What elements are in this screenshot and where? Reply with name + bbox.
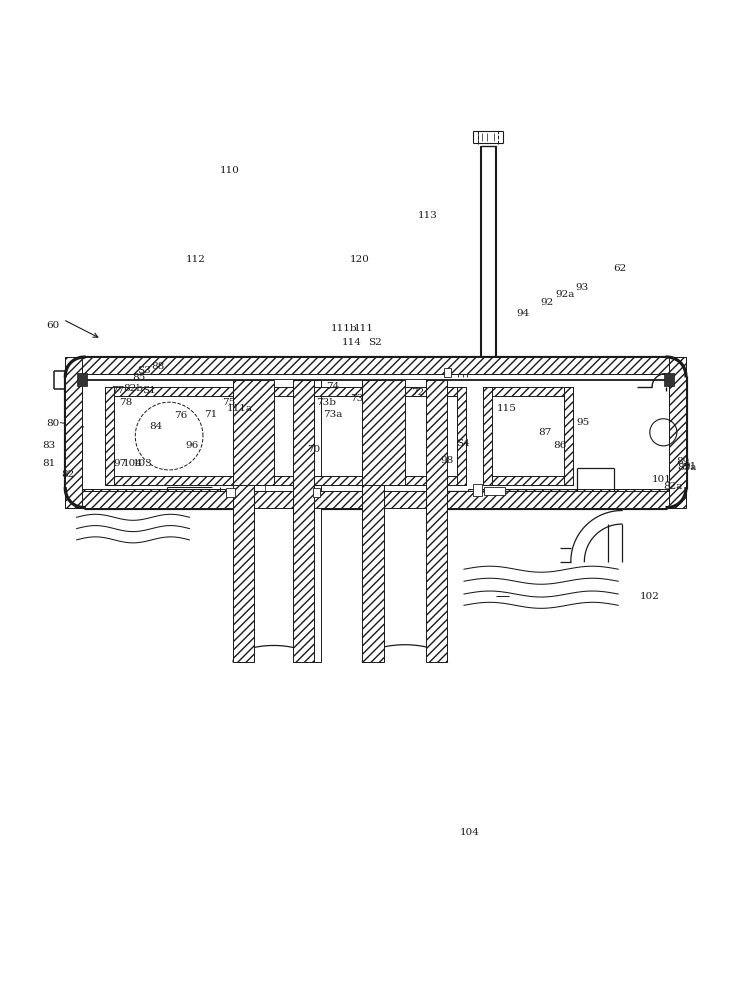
Text: 96: 96 (185, 441, 199, 450)
Text: 83a: 83a (678, 463, 697, 472)
Text: 95: 95 (576, 418, 590, 427)
Text: 75: 75 (222, 398, 236, 407)
Bar (233, 380, 254, 662)
Text: 93: 93 (575, 283, 589, 292)
Bar (314, 380, 321, 662)
Bar (362, 380, 384, 662)
Text: 114: 114 (342, 338, 362, 347)
Text: 71: 71 (204, 410, 217, 419)
Text: 76: 76 (174, 411, 187, 420)
Bar (105, 387, 467, 396)
Bar (670, 357, 686, 508)
Text: 115: 115 (497, 404, 517, 413)
Text: 103: 103 (133, 459, 153, 468)
Text: 60: 60 (46, 321, 59, 330)
Bar (483, 487, 504, 495)
Bar (66, 357, 82, 508)
Text: 98: 98 (440, 456, 453, 465)
Bar (66, 491, 686, 508)
Text: 111: 111 (354, 324, 374, 333)
Text: 110: 110 (220, 166, 239, 175)
Text: S1: S1 (142, 386, 156, 395)
Bar (473, 484, 482, 496)
Bar (492, 396, 564, 476)
Bar (226, 488, 235, 497)
Text: 70: 70 (307, 445, 320, 454)
Bar (105, 387, 114, 485)
Text: 86: 86 (553, 441, 567, 450)
Bar (362, 380, 405, 485)
Bar (114, 396, 458, 476)
Text: 94: 94 (516, 309, 529, 318)
Text: 104: 104 (123, 459, 143, 468)
Bar (82, 489, 225, 495)
Bar (427, 380, 448, 662)
Text: 111b: 111b (331, 324, 358, 333)
Bar (482, 476, 573, 485)
Text: 77: 77 (111, 386, 125, 395)
Text: 111a: 111a (226, 404, 253, 413)
Bar (444, 368, 451, 377)
Text: 84: 84 (149, 422, 162, 431)
Bar (105, 476, 467, 485)
Text: 80: 80 (46, 419, 59, 428)
Bar (314, 380, 321, 485)
Text: 87: 87 (538, 428, 551, 437)
Text: 89: 89 (676, 457, 689, 466)
Text: 83: 83 (42, 441, 55, 450)
Text: 81: 81 (42, 459, 55, 468)
Text: 92: 92 (540, 298, 553, 307)
Bar (313, 488, 320, 497)
Text: 112: 112 (186, 255, 205, 264)
Text: S2: S2 (368, 338, 382, 347)
Bar (482, 387, 573, 396)
Text: 88: 88 (151, 362, 165, 371)
Text: 101: 101 (652, 475, 672, 484)
Text: S4: S4 (455, 439, 470, 448)
Text: 73b: 73b (316, 398, 336, 407)
Text: 85: 85 (132, 373, 146, 382)
Bar (66, 357, 686, 374)
Text: 74: 74 (326, 382, 340, 391)
Text: 72: 72 (411, 388, 424, 397)
Text: 102: 102 (640, 592, 660, 601)
Text: 120: 120 (350, 255, 370, 264)
Bar (77, 373, 87, 386)
Bar (233, 380, 274, 485)
Text: 104: 104 (460, 828, 480, 837)
Text: 62: 62 (613, 264, 627, 273)
Bar (384, 380, 427, 662)
Bar (564, 387, 573, 485)
Text: 73a: 73a (323, 410, 343, 419)
Bar (664, 373, 674, 386)
Text: 73: 73 (350, 394, 363, 403)
Bar (482, 387, 492, 485)
Text: 82: 82 (61, 470, 74, 479)
Text: 82a: 82a (664, 482, 683, 491)
Text: 97: 97 (113, 459, 127, 468)
Text: 91: 91 (684, 462, 697, 471)
Text: 78: 78 (119, 398, 132, 407)
Text: 113: 113 (418, 211, 438, 220)
Bar (458, 387, 467, 485)
Bar (293, 380, 314, 662)
Text: S3: S3 (137, 366, 151, 375)
Bar (468, 489, 670, 495)
Text: 92a: 92a (556, 290, 575, 299)
Text: 82b: 82b (123, 384, 143, 393)
Bar (254, 380, 293, 662)
